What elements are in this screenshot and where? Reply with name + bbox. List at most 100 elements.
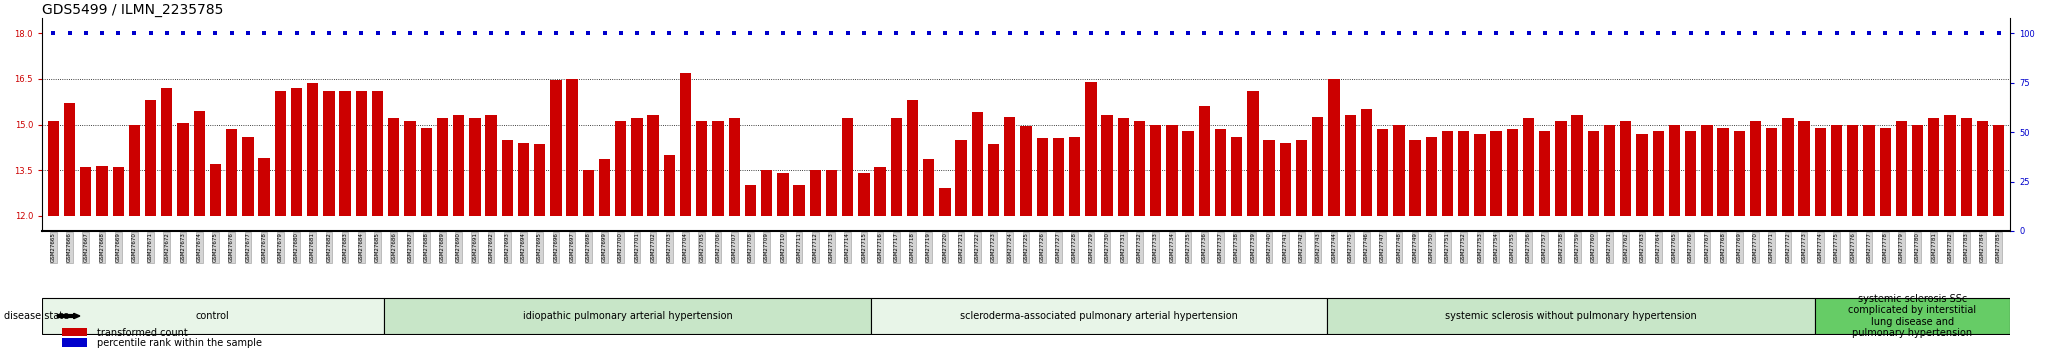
Bar bbox=[436, 119, 449, 216]
Bar bbox=[1847, 125, 1858, 216]
Bar bbox=[745, 185, 756, 216]
Bar bbox=[453, 115, 465, 216]
Bar bbox=[356, 91, 367, 216]
Bar bbox=[485, 115, 498, 216]
Bar bbox=[1491, 131, 1501, 216]
Bar bbox=[162, 88, 172, 216]
Bar bbox=[1507, 129, 1518, 216]
Bar bbox=[1604, 125, 1616, 216]
Bar bbox=[567, 79, 578, 216]
Bar bbox=[1702, 125, 1712, 216]
Bar bbox=[340, 91, 350, 216]
Bar bbox=[1102, 115, 1112, 216]
Bar bbox=[858, 173, 870, 216]
Bar bbox=[940, 188, 950, 216]
Bar bbox=[872, 298, 1327, 334]
Bar bbox=[274, 91, 287, 216]
Bar bbox=[1993, 125, 2005, 216]
Bar bbox=[1896, 121, 1907, 216]
Bar bbox=[956, 140, 967, 216]
Bar bbox=[1231, 137, 1243, 216]
Bar bbox=[1376, 129, 1389, 216]
Bar bbox=[1864, 125, 1874, 216]
Bar bbox=[324, 91, 334, 216]
Bar bbox=[1669, 125, 1679, 216]
Bar bbox=[1346, 115, 1356, 216]
Bar bbox=[1554, 121, 1567, 216]
Bar bbox=[113, 167, 123, 216]
Bar bbox=[1782, 119, 1794, 216]
Text: scleroderma-associated pulmonary arterial hypertension: scleroderma-associated pulmonary arteria… bbox=[961, 311, 1239, 321]
Bar bbox=[1733, 131, 1745, 216]
Bar bbox=[1944, 115, 1956, 216]
Bar bbox=[1393, 125, 1405, 216]
Bar bbox=[1880, 127, 1890, 216]
Bar bbox=[420, 127, 432, 216]
Bar bbox=[178, 123, 188, 216]
Bar bbox=[1036, 138, 1049, 216]
Bar bbox=[1313, 117, 1323, 216]
Bar bbox=[924, 160, 934, 216]
Bar bbox=[713, 121, 723, 216]
Bar bbox=[1960, 119, 1972, 216]
Bar bbox=[47, 121, 59, 216]
Bar bbox=[1765, 127, 1778, 216]
Text: percentile rank within the sample: percentile rank within the sample bbox=[98, 338, 262, 348]
Bar bbox=[598, 160, 610, 216]
Bar bbox=[518, 143, 528, 216]
Bar bbox=[145, 100, 156, 216]
Text: transformed count: transformed count bbox=[98, 328, 188, 338]
Bar bbox=[1718, 127, 1729, 216]
Text: idiopathic pulmonary arterial hypertension: idiopathic pulmonary arterial hypertensi… bbox=[522, 311, 733, 321]
Bar bbox=[1686, 131, 1696, 216]
Bar bbox=[891, 119, 901, 216]
Bar bbox=[1815, 127, 1827, 216]
Bar bbox=[80, 167, 92, 216]
Bar bbox=[1020, 126, 1032, 216]
Bar bbox=[1069, 137, 1079, 216]
Text: systemic sclerosis without pulmonary hypertension: systemic sclerosis without pulmonary hyp… bbox=[1446, 311, 1696, 321]
Bar bbox=[1053, 138, 1065, 216]
Bar bbox=[307, 84, 317, 216]
Bar bbox=[776, 173, 788, 216]
Bar bbox=[842, 119, 854, 216]
Bar bbox=[1927, 119, 1939, 216]
Bar bbox=[1913, 125, 1923, 216]
Bar bbox=[1571, 115, 1583, 216]
Bar bbox=[874, 167, 887, 216]
Bar bbox=[373, 91, 383, 216]
Text: GDS5499 / ILMN_2235785: GDS5499 / ILMN_2235785 bbox=[43, 3, 223, 17]
Bar bbox=[825, 170, 838, 216]
Bar bbox=[291, 88, 303, 216]
Bar bbox=[696, 121, 707, 216]
Text: disease state: disease state bbox=[4, 311, 70, 321]
Bar bbox=[1085, 82, 1096, 216]
Bar bbox=[1360, 109, 1372, 216]
Bar bbox=[535, 144, 545, 216]
Bar bbox=[195, 111, 205, 216]
Bar bbox=[63, 103, 76, 216]
Bar bbox=[1118, 119, 1128, 216]
Bar bbox=[1458, 131, 1468, 216]
Bar bbox=[1976, 121, 1989, 216]
Bar bbox=[1749, 121, 1761, 216]
Bar bbox=[383, 298, 872, 334]
Bar bbox=[1165, 125, 1178, 216]
Bar bbox=[1135, 121, 1145, 216]
Bar bbox=[1653, 131, 1663, 216]
Bar bbox=[1524, 119, 1534, 216]
Bar bbox=[1475, 133, 1485, 216]
Bar bbox=[1004, 117, 1016, 216]
Bar bbox=[1327, 298, 1815, 334]
Bar bbox=[403, 121, 416, 216]
Bar bbox=[1425, 137, 1438, 216]
Bar bbox=[1280, 143, 1290, 216]
Bar bbox=[664, 155, 676, 216]
Bar bbox=[1151, 125, 1161, 216]
Bar bbox=[551, 80, 561, 216]
Bar bbox=[1831, 125, 1843, 216]
Bar bbox=[647, 115, 659, 216]
Bar bbox=[1264, 140, 1274, 216]
Bar bbox=[1636, 133, 1649, 216]
Bar bbox=[1620, 121, 1632, 216]
